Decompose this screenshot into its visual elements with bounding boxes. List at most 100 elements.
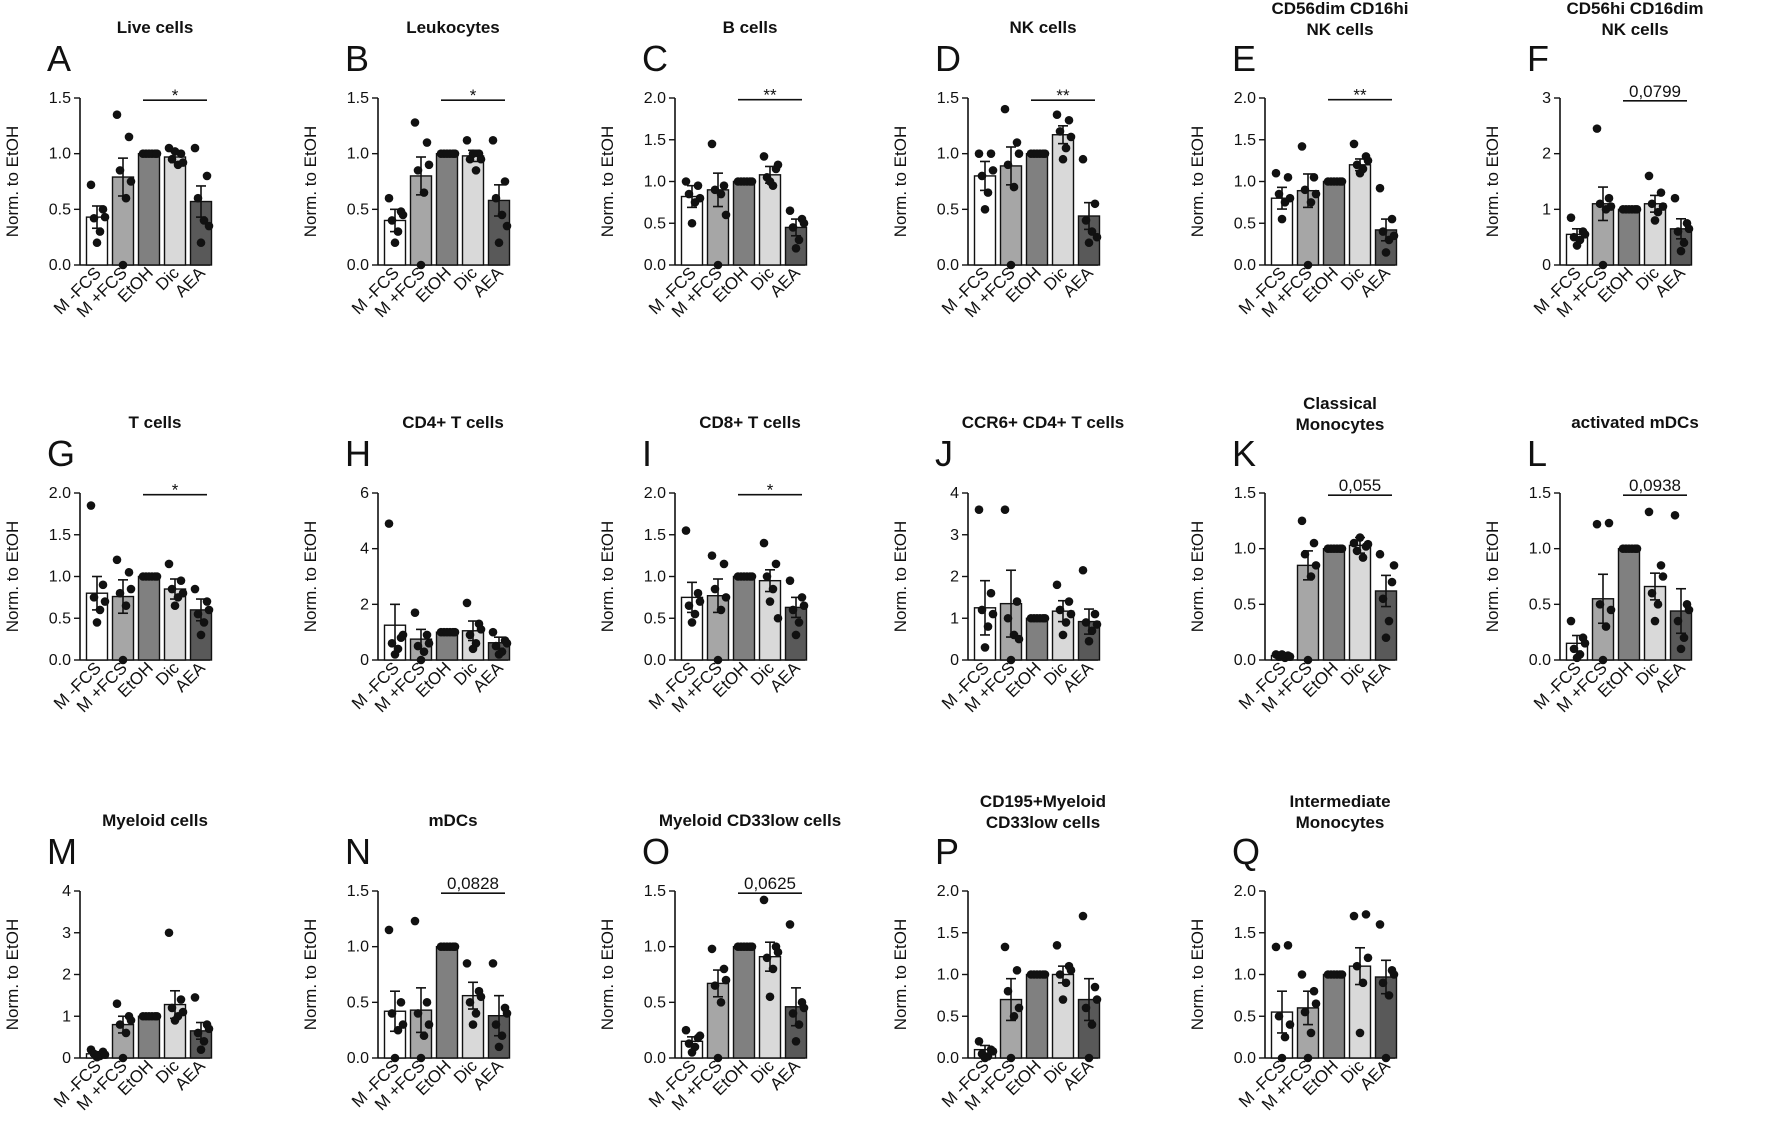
y-tick-label: 0.5: [1234, 596, 1256, 613]
data-point: [491, 193, 501, 203]
data-point: [152, 149, 162, 158]
data-point: [1081, 216, 1091, 225]
data-point: [1598, 260, 1608, 270]
significance-label: 0,055: [1339, 476, 1382, 495]
data-point: [1311, 189, 1321, 199]
y-tick-label: 0.5: [644, 994, 666, 1011]
data-point: [1311, 561, 1321, 570]
data-point: [1632, 544, 1642, 553]
data-point: [1684, 605, 1694, 615]
x-tick-label: AEA: [469, 658, 507, 696]
data-point: [1656, 561, 1666, 570]
data-point: [144, 1011, 154, 1021]
y-tick-label: 1.0: [937, 967, 959, 984]
data-point: [791, 1037, 801, 1046]
data-point: [695, 597, 705, 606]
data-point: [170, 601, 180, 611]
data-point: [118, 655, 128, 665]
data-point: [1003, 613, 1013, 623]
data-point: [1280, 1032, 1290, 1042]
data-point: [1387, 577, 1397, 587]
data-point: [170, 147, 180, 156]
data-point: [1061, 143, 1071, 153]
data-point: [1078, 911, 1088, 921]
panel-letter: G: [47, 433, 75, 474]
bar-etoh: [1025, 617, 1049, 661]
data-point: [1084, 238, 1094, 248]
data-point: [1081, 1003, 1091, 1013]
data-point: [1375, 183, 1385, 193]
panel-letter: D: [935, 38, 961, 79]
panel-title: CCR6+ CD4+ T cells: [962, 413, 1125, 432]
data-point: [1058, 154, 1068, 164]
data-point: [794, 618, 804, 627]
data-point: [1658, 572, 1668, 581]
data-point: [980, 1053, 990, 1063]
data-point: [1647, 199, 1657, 209]
data-point: [1378, 978, 1388, 988]
data-point: [176, 995, 186, 1004]
x-tick-label: AEA: [469, 263, 507, 301]
data-point: [384, 925, 394, 935]
data-point: [416, 1053, 426, 1063]
data-point: [719, 181, 729, 190]
data-point: [1624, 205, 1634, 214]
significance-label: *: [767, 481, 774, 500]
bar-etoh: [435, 152, 459, 266]
data-point: [502, 639, 512, 648]
data-point: [190, 584, 200, 594]
data-point: [424, 1020, 434, 1029]
y-tick-label: 0.5: [1234, 1008, 1256, 1025]
data-point: [1389, 970, 1399, 979]
data-point: [1352, 546, 1362, 556]
data-point: [1644, 171, 1654, 181]
y-tick-label: 1.0: [49, 146, 71, 163]
data-point: [98, 580, 108, 590]
data-point: [202, 171, 212, 181]
bar-etoh: [732, 180, 756, 266]
y-tick-label: 0.0: [347, 1050, 369, 1067]
data-point: [1580, 230, 1590, 239]
data-point: [1337, 544, 1347, 553]
data-point: [112, 999, 122, 1009]
data-point: [1014, 149, 1024, 158]
data-point: [95, 605, 105, 615]
panel-title: Live cells: [117, 18, 194, 37]
data-point: [768, 964, 778, 974]
y-tick-label: 2: [62, 967, 71, 984]
y-tick-label: 1.5: [644, 132, 666, 149]
y-tick-label: 1.0: [644, 939, 666, 956]
data-point: [476, 625, 486, 634]
bar-dic: [1051, 134, 1075, 266]
panel-letter: B: [345, 38, 369, 79]
data-point: [1378, 594, 1388, 604]
data-point: [716, 998, 726, 1007]
y-tick-label: 1.5: [1529, 485, 1551, 502]
y-tick-label: 0.5: [1234, 215, 1256, 232]
data-point: [178, 158, 188, 167]
y-tick-label: 1.5: [644, 527, 666, 544]
data-point: [190, 993, 200, 1002]
data-point: [785, 206, 795, 216]
data-point: [1090, 609, 1100, 619]
data-point: [1297, 970, 1307, 979]
data-point: [977, 605, 987, 615]
data-point: [1337, 177, 1347, 186]
data-point: [1303, 260, 1313, 270]
data-point: [450, 942, 460, 951]
y-tick-label: 1.5: [347, 883, 369, 900]
y-tick-label: 0.5: [49, 201, 71, 218]
data-point: [387, 1009, 397, 1018]
data-point: [695, 1031, 705, 1041]
data-point: [164, 928, 174, 938]
y-axis-label: Norm. to EtOH: [891, 521, 910, 632]
data-point: [719, 964, 729, 974]
significance-label: **: [763, 86, 777, 105]
data-point: [1580, 639, 1590, 648]
data-point: [988, 609, 998, 619]
data-point: [204, 221, 214, 231]
